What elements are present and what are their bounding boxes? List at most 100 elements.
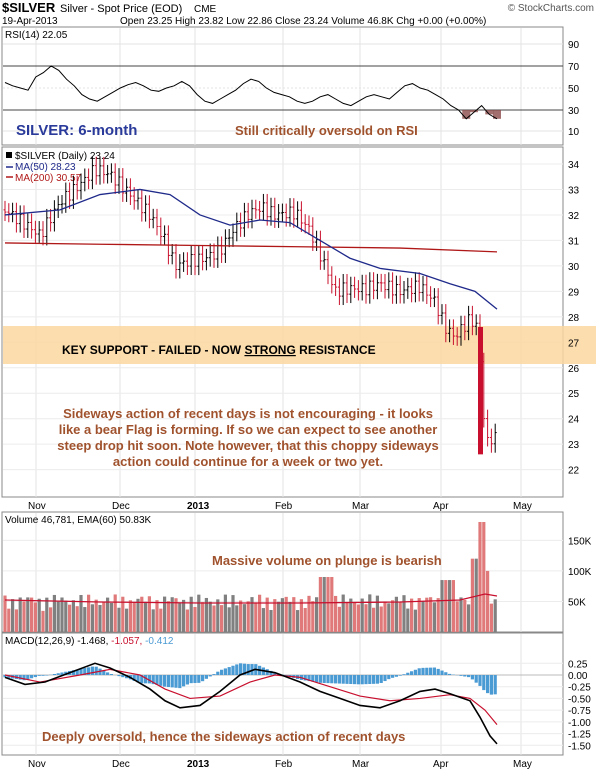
macd-histogram-bar [372,675,376,684]
macd-tick: -0.50 [568,694,591,705]
volume-bar [440,580,444,632]
macd-histogram-bar [489,675,493,695]
macd-histogram-bar [311,675,315,682]
macd-histogram-bar [147,675,151,684]
volume-bar [482,522,486,632]
volume-bar [284,596,288,632]
macd-histogram-bar [303,675,307,681]
volume-bar [467,604,471,632]
volume-bar [258,594,262,632]
macd-histogram-bar [132,675,136,681]
macd-histogram-bar [470,675,474,680]
volume-bar [223,594,227,632]
volume-bar [83,607,87,632]
support-label: KEY SUPPORT - FAILED - NOW STRONG RESIST… [62,343,376,357]
legend-ma200: MA(200) 30.57 [15,173,82,184]
macd-histogram-bar [223,668,227,675]
macd-histogram-bar [337,675,341,684]
volume-bar [432,602,436,632]
volume-bar [448,580,452,632]
macd-histogram-bar [136,675,140,683]
macd-tick: -0.75 [568,706,591,717]
macd-histogram-bar [166,675,170,688]
macd-histogram-bar [410,671,414,675]
volume-bar [197,594,201,632]
macd-histogram-bar [444,672,448,675]
macd-histogram-bar [231,665,235,675]
volume-bar [246,601,250,632]
macd-histogram-bar [360,675,364,685]
macd-histogram-bar [94,666,98,675]
volume-bar [64,600,68,632]
volume-bar [288,601,292,632]
x-axis-label: 2013 [187,759,210,770]
volume-bar [68,604,72,632]
macd-histogram-bar [364,675,368,685]
price-tick: 29 [568,287,580,298]
volume-bar [22,601,26,632]
volume-bar [128,600,132,632]
volume-bar [71,600,75,632]
volume-bar [163,596,167,632]
price-tick: 22 [568,466,580,477]
macd-histogram-bar [417,668,421,675]
price-panel: KEY SUPPORT - FAILED - NOW STRONG RESIST… [3,151,596,469]
rsi-tick: 10 [568,127,580,138]
price-tick: 25 [568,389,580,400]
ohlc-stats: Open 23.25 High 23.82 Low 22.86 Close 23… [120,16,486,27]
macd-histogram-bar [159,675,163,686]
price-tick: 28 [568,313,580,324]
volume-bar [280,598,284,632]
macd-histogram-bar [140,675,144,684]
volume-ema-line [4,593,498,604]
volume-bar [265,597,269,632]
macd-histogram-bar [193,675,197,684]
volume-bar [489,603,493,632]
rsi-tick: 50 [568,84,580,95]
macd-histogram-bar [440,670,444,675]
volume-bar [455,601,459,632]
price-tick: 31 [568,236,580,247]
volume-bar [87,594,91,632]
macd-histogram-bar [394,675,398,677]
volume-bar [79,595,83,632]
volume-bar [220,605,224,632]
macd-histogram-bar [102,670,106,675]
volume-bar [159,608,163,632]
x-axis-label: May [513,759,532,770]
macd-tick: 0.00 [568,671,588,682]
macd-histogram-bar [208,675,212,677]
macd-histogram-bar [239,663,243,675]
macd-tick: -1.00 [568,718,591,729]
volume-bar [242,604,246,632]
macd-histogram-bar [486,675,490,694]
volume-bar [151,609,155,632]
volume-bar [231,595,235,632]
volume-bar [277,601,281,632]
x-axis-label: 2013 [187,501,210,512]
macd-histogram-bar [212,674,216,675]
volume-bar [90,604,94,632]
volume-bar [463,599,467,632]
exchange-label: CME [194,4,217,15]
price-plunge-bar [478,327,483,455]
rsi-oversold-fill [462,110,471,119]
volume-bar [410,598,414,632]
macd-histogram-bar [117,675,121,677]
macd-histogram-bar [33,675,37,678]
volume-bar [33,602,37,632]
volume-bar [379,606,383,632]
volume-bar [360,598,364,632]
x-axis-label: Apr [433,759,449,770]
macd-histogram-bar [391,675,395,678]
volume-bar [315,597,319,632]
macd-histogram-bar [284,675,288,676]
macd-histogram-bar [204,675,208,679]
volume-bar [330,577,334,632]
volume-bar [132,602,136,632]
volume-bar [341,594,345,632]
macd-histogram-bar [235,664,239,675]
macd-histogram-bar [493,675,497,695]
volume-bar [292,597,296,632]
ticker-symbol: $SILVER [2,0,56,15]
